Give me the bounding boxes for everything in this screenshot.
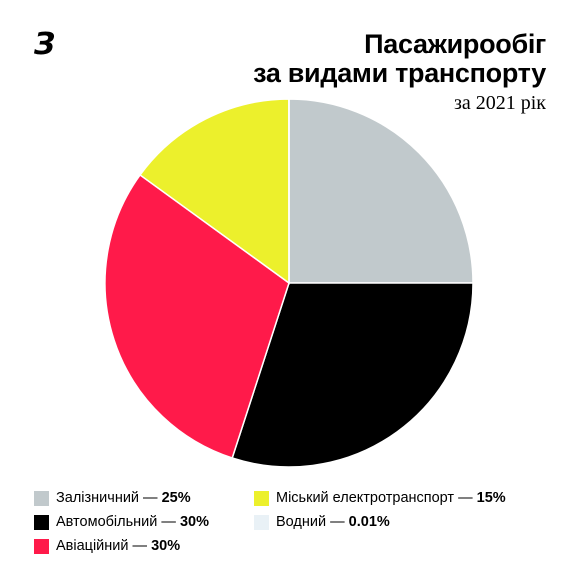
legend-swatch — [34, 514, 49, 530]
legend-value: 30% — [179, 514, 209, 530]
legend-label: Автомобільний — [56, 514, 158, 530]
pie-slice-0 — [288, 98, 474, 284]
legend-item-4: Водний — 0.01% — [254, 510, 554, 534]
logo: З — [34, 27, 56, 62]
legend-item-2: Авіаційний — 30% — [34, 534, 254, 558]
legend-swatch — [34, 538, 49, 554]
pie-slice-2 — [104, 173, 290, 459]
legend-value: 15% — [476, 490, 506, 506]
legend-swatch — [254, 490, 269, 506]
legend-value: 0.01% — [348, 514, 390, 530]
legend-label: Авіаційний — [56, 538, 129, 554]
legend-label: Міський електротранспорт — [276, 490, 455, 506]
legend-separator: — — [454, 490, 477, 506]
legend-swatch — [254, 514, 269, 530]
legend-value: 30% — [151, 538, 181, 554]
legend-item-0: Залізничний — 25% — [34, 486, 254, 510]
legend-separator: — — [128, 538, 152, 554]
legend-swatch — [34, 490, 49, 506]
legend-label: Водний — [276, 514, 327, 530]
chart-title-line-1: Пасажирообіг — [364, 29, 546, 59]
legend-item-1: Автомобільний — 30% — [34, 510, 254, 534]
legend-item-3: Міський електротранспорт — 15% — [254, 486, 554, 510]
legend-label: Залізничний — [56, 490, 140, 506]
pie-slice-1 — [231, 282, 474, 468]
chart-subtitle: за 2021 рік — [453, 92, 546, 114]
chart-title: Пасажирообіг за видами транспорту — [253, 30, 546, 88]
chart-title-line-2: за видами транспорту — [253, 58, 546, 88]
legend-separator: — — [157, 514, 180, 530]
chart-legend: Залізничний — 25% Міський електротранспор… — [34, 486, 554, 558]
legend-separator: — — [139, 490, 162, 506]
legend-separator: — — [326, 514, 349, 530]
legend-value: 25% — [161, 490, 191, 506]
pie-slice-3 — [139, 98, 290, 285]
